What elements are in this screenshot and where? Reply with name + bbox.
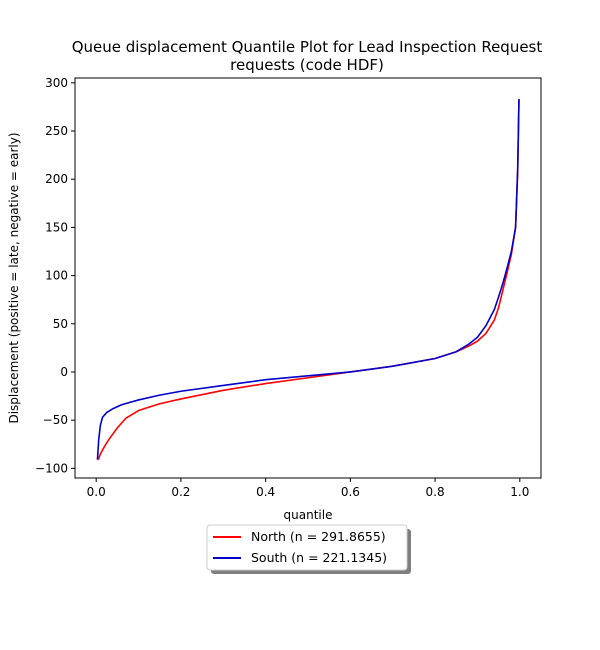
x-tick-label: 0.4 bbox=[256, 485, 275, 499]
y-tick-label: 100 bbox=[45, 269, 68, 283]
x-tick-label: 0.0 bbox=[87, 485, 106, 499]
legend: North (n = 291.8655) South (n = 221.1345… bbox=[206, 524, 411, 574]
x-axis-label: quantile bbox=[284, 508, 333, 522]
x-tick-label: 0.8 bbox=[426, 485, 445, 499]
y-tick-label: 150 bbox=[45, 220, 68, 234]
x-tick-label: 0.6 bbox=[341, 485, 360, 499]
x-tick-label: 0.2 bbox=[171, 485, 190, 499]
y-axis-ticks: −100 −50 0 50 100 150 200 250 300 bbox=[35, 76, 75, 475]
y-axis-label: Displacement (positive = late, negative … bbox=[7, 132, 21, 423]
legend-box bbox=[206, 524, 408, 571]
x-tick-label: 1.0 bbox=[510, 485, 529, 499]
y-tick-label: −50 bbox=[43, 413, 68, 427]
y-tick-label: 200 bbox=[45, 172, 68, 186]
series-line-south bbox=[96, 99, 520, 460]
series-line-north bbox=[97, 99, 520, 460]
y-tick-label: 250 bbox=[45, 124, 68, 138]
chart-title-line-1: Queue displacement Quantile Plot for Lea… bbox=[72, 38, 543, 56]
plot-area bbox=[96, 99, 520, 460]
x-axis-ticks: 0.0 0.2 0.4 0.6 0.8 1.0 bbox=[87, 478, 529, 499]
plot-frame bbox=[74, 77, 542, 479]
y-tick-label: 0 bbox=[60, 365, 68, 379]
legend-label-north: North (n = 291.8655) bbox=[251, 529, 386, 544]
y-tick-label: 50 bbox=[53, 317, 68, 331]
y-tick-label: 300 bbox=[45, 76, 68, 90]
y-tick-label: −100 bbox=[35, 461, 68, 475]
legend-label-south: South (n = 221.1345) bbox=[251, 550, 387, 565]
chart-title-line-2: requests (code HDF) bbox=[230, 56, 384, 74]
